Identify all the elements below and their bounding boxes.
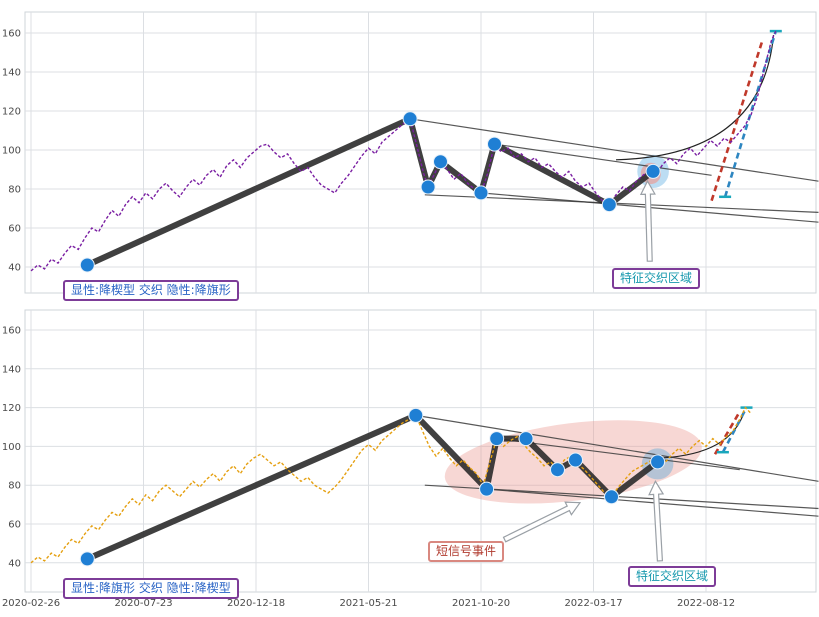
pivot-marker [650, 454, 666, 470]
y-axis-tick-label: 40 [8, 263, 21, 274]
x-axis-tick-label: 2020-02-26 [2, 598, 60, 609]
pivot-marker [550, 462, 565, 478]
price-line [30, 406, 752, 564]
y-axis-tick-label: 60 [8, 520, 21, 531]
y-axis-tick-label: 80 [8, 185, 21, 196]
major-trend-path [84, 115, 657, 268]
projection-curve [615, 34, 775, 161]
price-line [30, 30, 777, 272]
y-axis-tick-label: 140 [2, 364, 21, 375]
pivot-marker [408, 407, 424, 423]
pattern-annotation-top: 显性:降楔型 交织 隐性:降旗形 [63, 280, 239, 301]
channel-line-red [713, 410, 741, 455]
short-signal-annotation: 短信号事件 [428, 541, 505, 562]
pivot-marker [489, 431, 505, 447]
pivot-marker [604, 489, 619, 505]
pivot-marker [79, 551, 95, 567]
pivot-marker [601, 197, 617, 213]
y-axis-tick-label: 40 [8, 558, 21, 569]
y-axis-tick-label: 120 [2, 107, 21, 118]
trend-line [424, 194, 819, 213]
trend-line [496, 438, 740, 471]
pivot-marker [479, 481, 495, 497]
trend-line [494, 143, 712, 176]
pivot-marker [518, 431, 534, 447]
pivot-marker [402, 111, 418, 127]
pattern-annotation-bottom: 显性:降旗形 交织 隐性:降楔型 [63, 578, 239, 599]
feature-region-annotation-bottom: 特征交织区域 [628, 566, 717, 587]
y-axis-tick-label: 80 [8, 481, 21, 492]
pivot-marker [568, 452, 583, 468]
x-axis-tick-label: 2020-07-23 [114, 598, 172, 609]
y-axis-tick-label: 160 [2, 326, 21, 337]
x-axis-tick-label: 2020-12-18 [227, 598, 285, 609]
trend-line [415, 414, 819, 482]
y-axis-tick-label: 120 [2, 403, 21, 414]
pivot-marker [433, 154, 448, 170]
pivot-marker [645, 163, 661, 179]
pivot-marker [79, 257, 95, 273]
y-axis-tick-label: 60 [8, 224, 21, 235]
y-axis-tick-label: 160 [2, 29, 21, 40]
channel-line-blue [721, 406, 748, 453]
feature-region-annotation-top: 特征交织区域 [612, 268, 701, 289]
x-axis-tick-label: 2022-03-17 [564, 598, 622, 609]
annotation-arrow [648, 480, 665, 562]
projection-curve [660, 411, 745, 459]
trend-line [486, 488, 819, 517]
pivot-marker [473, 185, 489, 201]
y-axis-tick-label: 100 [2, 146, 21, 157]
pivot-marker [487, 136, 502, 152]
trend-line [410, 118, 819, 182]
channel-line-blue [723, 30, 778, 198]
pivot-marker [420, 179, 436, 195]
annotation-arrow [502, 501, 582, 543]
panel-border [24, 11, 817, 294]
y-axis-tick-label: 100 [2, 442, 21, 453]
panel-border [24, 309, 817, 593]
annotation-arrow [639, 179, 656, 262]
y-axis-tick-label: 140 [2, 68, 21, 79]
x-axis-tick-label: 2021-10-20 [452, 598, 510, 609]
x-axis-tick-label: 2022-08-12 [677, 598, 735, 609]
x-axis-tick-label: 2021-05-21 [339, 598, 397, 609]
channel-line-red [710, 40, 764, 202]
